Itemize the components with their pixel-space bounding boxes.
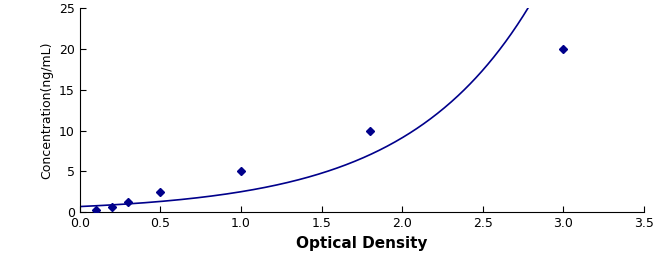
Y-axis label: Concentration(ng/mL): Concentration(ng/mL): [41, 41, 53, 179]
X-axis label: Optical Density: Optical Density: [296, 236, 428, 251]
